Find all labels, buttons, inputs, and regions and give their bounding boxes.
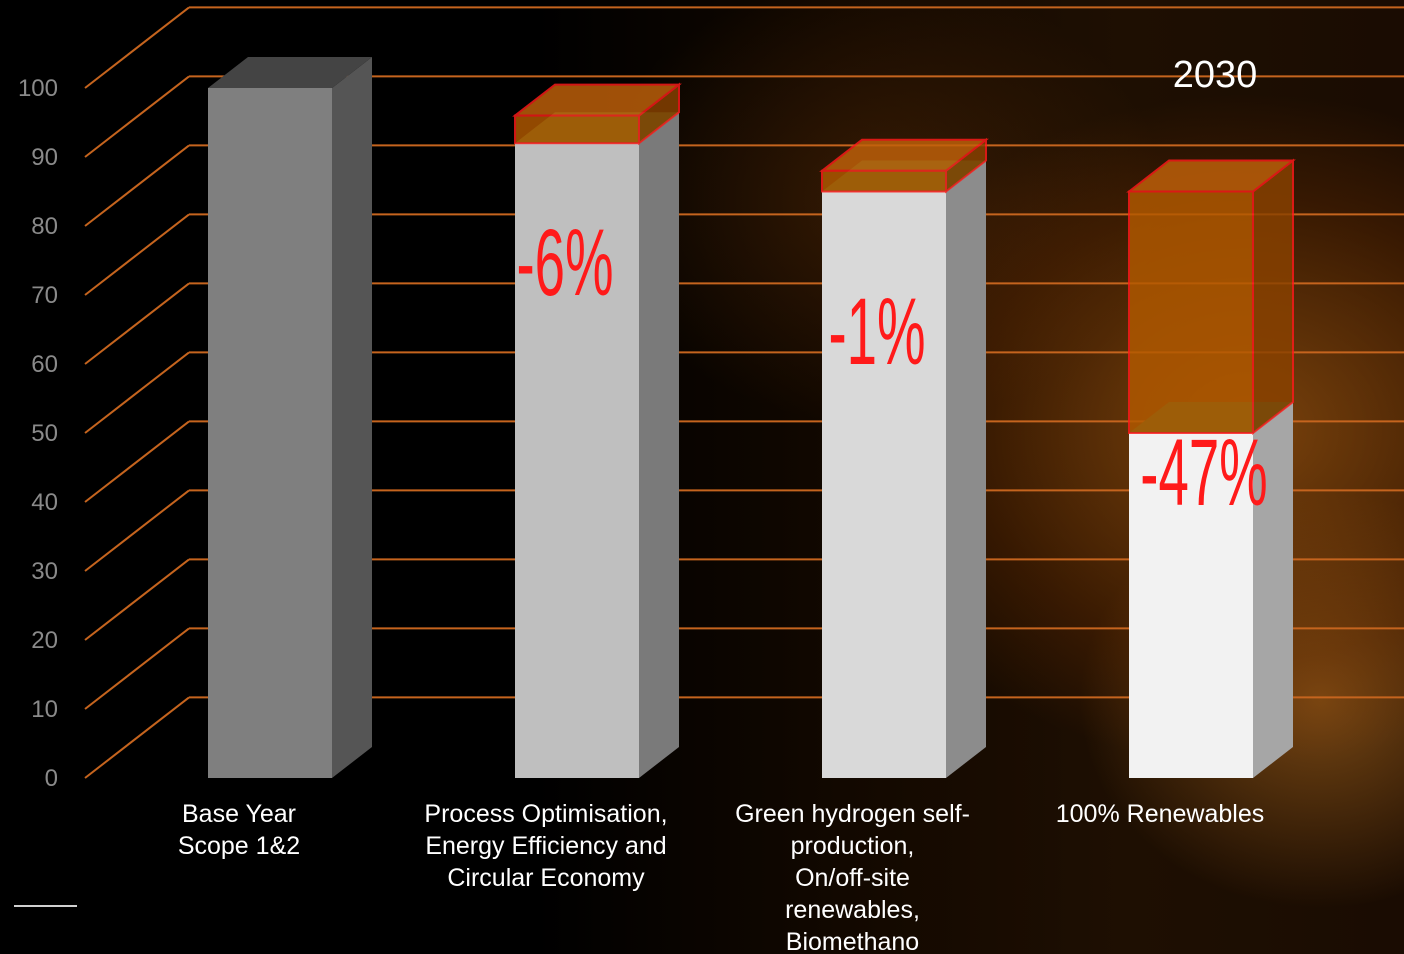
bar-0-top <box>208 57 372 88</box>
bar-1-side <box>639 112 679 778</box>
category-label-process-optimisation: Process Optimisation, Energy Efficiency … <box>396 798 696 894</box>
y-axis-ticks: 0 10 20 30 40 50 60 70 80 90 100 <box>18 75 58 792</box>
wall-gridline <box>84 75 190 158</box>
y-tick-label: 60 <box>31 351 58 378</box>
wall-gridline <box>84 351 190 434</box>
category-label-line: Circular Economy <box>447 864 645 892</box>
reduction-segment-3-front <box>1128 190 1254 434</box>
category-label-green-hydrogen: Green hydrogen self- production, On/off-… <box>710 798 995 954</box>
wall-gridline <box>84 144 190 227</box>
category-label-line: production, <box>790 832 915 860</box>
wall-gridline <box>84 420 190 503</box>
reduction-segment-1 <box>512 82 682 146</box>
bar-1 <box>515 112 679 778</box>
y-tick-label: 100 <box>18 75 58 102</box>
y-tick-label: 30 <box>31 558 58 585</box>
category-label-base-year: Base Year Scope 1&2 <box>134 798 344 862</box>
wall-gridline <box>84 558 190 641</box>
y-tick-label: 0 <box>45 765 58 792</box>
bar-0-front <box>208 88 332 778</box>
wall-gridline <box>84 6 190 89</box>
reduction-segment-2-front <box>821 169 947 193</box>
bar-3-front <box>1129 433 1253 778</box>
reduction-annotation: -47% <box>1140 421 1267 526</box>
bar-0-side <box>332 57 372 778</box>
bar-3-side <box>1253 402 1293 778</box>
reduction-annotation: -6% <box>516 211 613 316</box>
category-label-line: Biomethano <box>785 928 920 954</box>
y-tick-label: 90 <box>31 144 58 171</box>
wall-gridline <box>84 627 190 710</box>
wall-gridline <box>84 696 190 779</box>
category-label-line: On/off-site <box>795 864 910 892</box>
category-label-line: Energy Efficiency and <box>425 832 667 860</box>
category-label-line: renewables, <box>785 896 920 924</box>
category-label-line: Green hydrogen self- <box>735 800 970 828</box>
reduction-segment-3 <box>1126 158 1296 436</box>
y-tick-label: 50 <box>31 420 58 447</box>
category-label-renewables: 100% Renewables <box>1030 798 1290 830</box>
year-label: 2030 <box>1172 54 1258 96</box>
reduction-segment-3-side <box>1252 158 1294 436</box>
reduction-segment-2 <box>819 137 989 194</box>
y-tick-label: 70 <box>31 282 58 309</box>
bar-0 <box>208 57 372 778</box>
annotations: -6% -1% -47% <box>516 211 1267 526</box>
y-tick-label: 20 <box>31 627 58 654</box>
wall-gridline <box>84 282 190 365</box>
y-tick-label: 10 <box>31 696 58 723</box>
category-label-line: 100% Renewables <box>1055 800 1265 828</box>
category-label-line: Base Year <box>182 800 296 828</box>
bars <box>208 57 1296 778</box>
wall-gridline <box>84 213 190 296</box>
category-label-line: Scope 1&2 <box>177 832 301 860</box>
reduction-annotation: -1% <box>828 280 925 385</box>
category-label-line: Process Optimisation, <box>424 800 668 828</box>
wall-gridline <box>84 489 190 572</box>
footer-divider <box>14 905 77 907</box>
y-tick-label: 40 <box>31 489 58 516</box>
reduction-segment-1-front <box>514 114 640 145</box>
bar-2-front <box>822 191 946 778</box>
bar-1-front <box>515 143 639 778</box>
bar-2 <box>822 160 986 778</box>
bar-2-side <box>946 160 986 778</box>
y-tick-label: 80 <box>31 213 58 240</box>
